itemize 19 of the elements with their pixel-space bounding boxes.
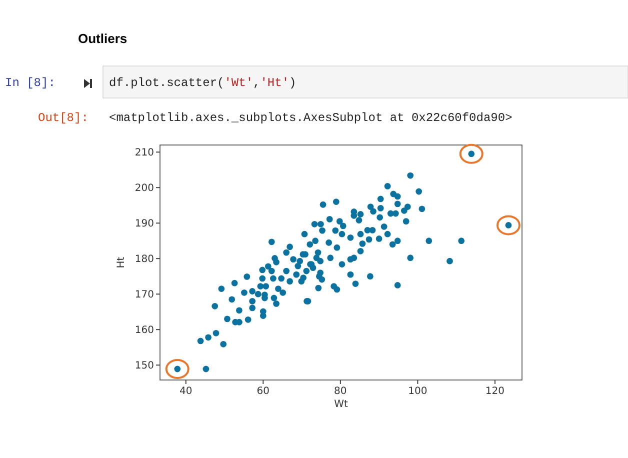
text: In [8]: — [5, 76, 56, 90]
y-tick-label: 200 — [134, 183, 154, 194]
y-axis-title: Ht — [116, 256, 127, 268]
x-axis-title: Wt — [334, 399, 348, 410]
x-tick-label: 120 — [485, 386, 505, 397]
text: <matplotlib.axes._subplots.AxesSubplot at 0x22c60f0da90> — [109, 111, 512, 125]
x-tick-label: 100 — [408, 386, 428, 397]
y-tick-label: 180 — [134, 254, 154, 266]
text: Out[8]: — [38, 111, 88, 125]
y-tick-label: 160 — [134, 325, 154, 336]
y-tick-label: 210 — [134, 148, 154, 159]
x-tick-label: 60 — [256, 386, 270, 397]
y-tick-label: 170 — [134, 290, 154, 301]
y-tick-label: 190 — [134, 218, 154, 230]
chart-title: Outliers — [78, 31, 128, 46]
x-tick-label: 40 — [180, 386, 192, 397]
y-tick-label: 150 — [134, 360, 154, 372]
x-tick-label: 80 — [334, 386, 347, 397]
text: df.plot.scatter('Wt','Ht') — [109, 76, 296, 90]
